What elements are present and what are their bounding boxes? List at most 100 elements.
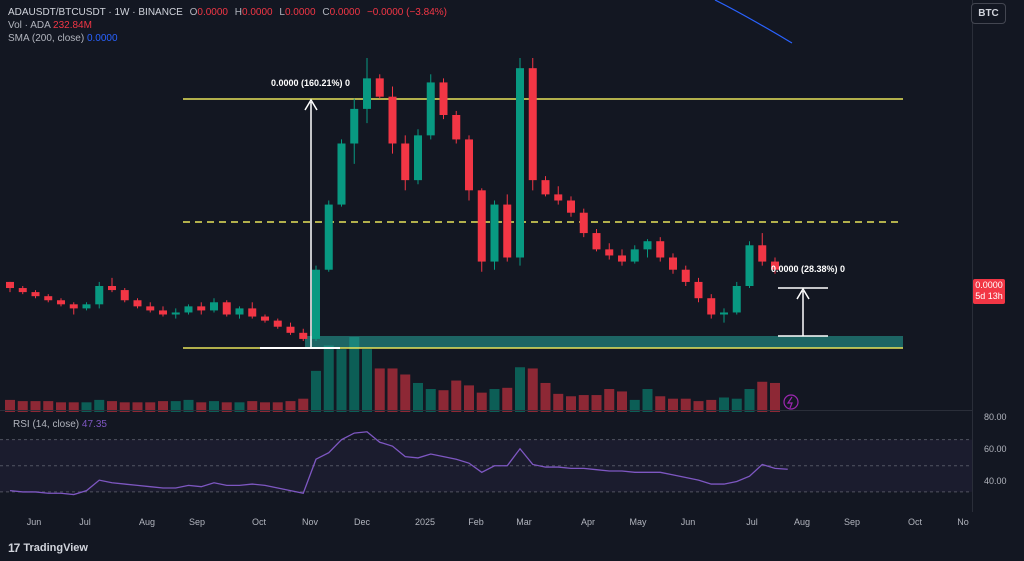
rsi-tick-80: 80.00 <box>984 412 1007 422</box>
fib-extension-label-bottom[interactable]: 0.0000 (28.38%) 0 <box>771 264 846 274</box>
time-axis-label: 2025 <box>414 517 436 527</box>
volume-bar <box>119 402 130 412</box>
volume-bar <box>591 395 602 412</box>
volume-bar <box>145 402 156 412</box>
candle-body <box>414 135 422 181</box>
candle-body <box>388 96 397 144</box>
price-axis-divider <box>972 0 973 512</box>
time-axis-label: Jul <box>746 517 758 527</box>
volume-bar <box>540 382 551 412</box>
ohlc-change: −0.0000 (−3.84%) <box>366 7 447 18</box>
ohlc-h-value: 0.0000 <box>242 7 273 18</box>
candle-body <box>337 143 346 205</box>
time-axis-label: Oct <box>907 517 923 527</box>
volume-bar <box>617 391 627 412</box>
chart-pane[interactable] <box>0 0 972 512</box>
rsi-line <box>9 431 788 496</box>
candle-body <box>210 302 218 311</box>
volume-bar <box>285 401 296 412</box>
volume-bar <box>744 389 755 412</box>
candle-body <box>363 78 371 109</box>
candle-body <box>720 312 728 315</box>
time-axis-label: Mar <box>516 517 532 527</box>
volume-bar <box>476 392 487 412</box>
volume-bar <box>464 385 474 412</box>
time-axis-label: Aug <box>138 517 156 527</box>
rsi-legend[interactable]: RSI (14, close) 47.35 <box>13 419 107 430</box>
candle-body <box>299 332 308 339</box>
candle-body <box>95 286 104 305</box>
measure-arrowhead-right <box>796 287 810 300</box>
time-axis-label: Sep <box>843 517 861 527</box>
candle-body <box>197 306 206 311</box>
candle-body <box>503 204 512 258</box>
rsi-tick-60: 60.00 <box>984 444 1007 454</box>
candle-body <box>57 300 65 305</box>
ohlc-l-value: 0.0000 <box>284 7 316 18</box>
volume-bar <box>221 402 232 412</box>
ohlc-c-value: 0.0000 <box>329 7 361 18</box>
candle-body <box>286 326 295 333</box>
time-axis-label: Nov <box>301 517 319 527</box>
rsi-pane-divider[interactable] <box>0 410 972 411</box>
candle-body <box>375 78 384 97</box>
chart-canvas[interactable] <box>0 0 972 512</box>
volume-bar <box>30 401 41 412</box>
candle-body <box>184 306 193 313</box>
candle-body <box>669 257 677 270</box>
volume-bar <box>374 368 385 412</box>
candle-body <box>18 288 27 293</box>
volume-bar <box>107 401 117 412</box>
rsi-value: 47.35 <box>81 419 107 430</box>
rsi-label: RSI (14, close) <box>13 419 80 430</box>
tradingview-logo-icon: 17 <box>8 541 20 555</box>
ohlc-l-label: L <box>279 7 285 18</box>
volume-bar <box>323 345 334 412</box>
candle-body <box>567 200 575 213</box>
flash-icon <box>783 394 799 410</box>
time-axis-label: May <box>629 517 647 527</box>
candle-body <box>159 310 167 315</box>
volume-bar <box>68 402 79 412</box>
volume-bar <box>642 389 653 412</box>
candle-body <box>133 300 142 307</box>
time-axis-label: No <box>957 517 969 527</box>
candle-body <box>69 304 78 309</box>
volume-bar <box>43 401 54 412</box>
candle-body <box>516 68 524 258</box>
chart-legend: ADAUSDT/BTCUSDT · 1W · BINANCE O0.0000 H… <box>8 6 447 45</box>
ohlc-c-label: C <box>322 7 330 18</box>
volume-bar <box>196 402 207 412</box>
candle-body <box>235 308 244 315</box>
candle-body <box>31 292 40 297</box>
time-axis-label: Jun <box>680 517 696 527</box>
tradingview-logo[interactable]: 17 TradingView <box>8 541 88 555</box>
currency-button[interactable]: BTC <box>971 3 1006 24</box>
candle-body <box>579 212 588 234</box>
time-axis-label: Jul <box>79 517 91 527</box>
volume-bar <box>604 389 615 412</box>
candle-body <box>350 108 359 144</box>
candle-body <box>401 143 410 181</box>
time-axis-label: Aug <box>793 517 811 527</box>
volume-bar <box>170 401 181 412</box>
volume-bar <box>387 368 398 412</box>
fib-extension-label-top[interactable]: 0.0000 (160.21%) 0 <box>271 78 351 88</box>
candle-body <box>541 180 550 195</box>
symbol-title[interactable]: ADAUSDT/BTCUSDT · 1W · BINANCE <box>8 7 183 18</box>
volume-label[interactable]: Vol · ADA <box>8 20 51 31</box>
volume-bar <box>425 389 436 412</box>
time-axis-label: Sep <box>188 517 206 527</box>
volume-bar <box>5 399 15 412</box>
volume-bar <box>413 382 423 412</box>
volume-bar <box>578 395 589 412</box>
volume-bar <box>81 402 92 412</box>
candle-body <box>477 190 486 262</box>
volume-bar <box>158 401 168 412</box>
candle-body <box>426 82 435 136</box>
volume-bar <box>438 390 449 412</box>
candle-body <box>694 281 703 299</box>
candle-body <box>273 320 282 327</box>
volume-bar <box>400 374 411 412</box>
sma-label[interactable]: SMA (200, close) <box>8 33 85 44</box>
